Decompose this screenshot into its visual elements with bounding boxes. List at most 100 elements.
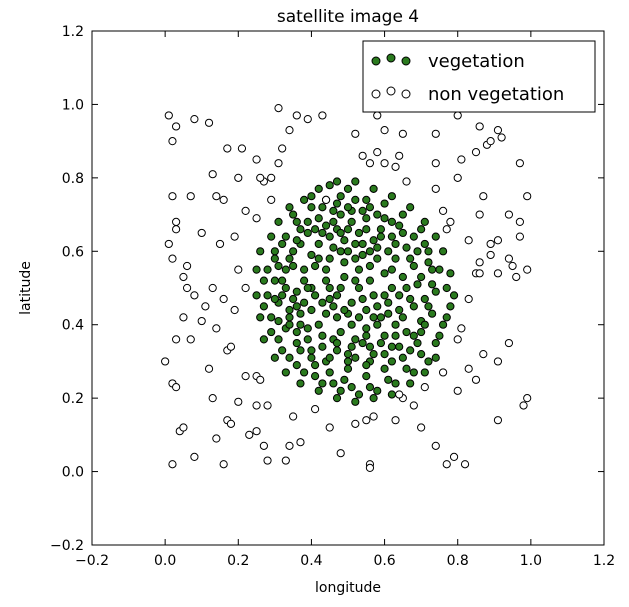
- vegetation-point: [336, 283, 345, 293]
- non-vegetation-point: [278, 144, 287, 153]
- non-vegetation-point: [475, 210, 484, 219]
- vegetation-point: [252, 265, 261, 274]
- non-vegetation-point: [252, 401, 261, 410]
- vegetation-point: [285, 203, 294, 212]
- vegetation-point: [336, 247, 345, 256]
- vegetation-point: [391, 239, 400, 249]
- non-vegetation-point: [464, 294, 473, 304]
- non-vegetation-point: [504, 210, 514, 219]
- non-vegetation-point: [226, 342, 236, 351]
- vegetation-point: [314, 254, 323, 263]
- x-tick-label: 0.2: [227, 553, 249, 569]
- vegetation-point: [369, 349, 378, 359]
- non-vegetation-point: [267, 173, 276, 182]
- vegetation-point: [351, 254, 360, 263]
- vegetation-point: [329, 302, 338, 311]
- vegetation-point: [270, 254, 279, 263]
- non-vegetation-point: [457, 155, 466, 164]
- vegetation-point: [395, 342, 404, 351]
- non-vegetation-point: [186, 335, 195, 344]
- vegetation-point: [376, 232, 386, 241]
- non-vegetation-point: [504, 338, 514, 348]
- vegetation-point: [307, 192, 316, 201]
- legend-entry-vegetation: vegetation: [371, 51, 525, 72]
- vegetation-point: [321, 276, 331, 285]
- vegetation-point: [336, 327, 345, 337]
- vegetation-point: [431, 338, 440, 348]
- vegetation-point: [431, 353, 440, 362]
- non-vegetation-point: [292, 111, 301, 120]
- vegetation-point: [398, 228, 407, 238]
- non-vegetation-point: [442, 225, 451, 234]
- non-vegetation-point: [204, 118, 214, 127]
- non-vegetation-point: [431, 441, 440, 450]
- vegetation-point: [380, 331, 389, 340]
- vegetation-point: [398, 353, 407, 362]
- non-vegetation-point: [226, 419, 236, 428]
- non-vegetation-point: [215, 239, 225, 249]
- vegetation-point: [289, 294, 298, 304]
- non-vegetation-point: [219, 460, 228, 469]
- vegetation-point: [354, 390, 364, 399]
- vegetation-point: [395, 291, 404, 300]
- vegetation-point: [362, 372, 371, 381]
- vegetation-point: [420, 217, 429, 227]
- vegetation-point: [310, 225, 320, 234]
- y-tick-label: 0.8: [62, 171, 84, 187]
- vegetation-point: [325, 283, 334, 293]
- vegetation-point: [409, 368, 418, 377]
- non-vegetation-point: [252, 155, 261, 164]
- non-vegetation-point: [252, 427, 261, 436]
- vegetation-point: [365, 383, 375, 392]
- y-tick-label: −0.2: [50, 538, 84, 554]
- vegetation-point: [387, 342, 396, 351]
- vegetation-point: [365, 276, 375, 285]
- vegetation-point: [417, 349, 426, 359]
- vegetation-point: [409, 302, 418, 311]
- vegetation-point: [259, 276, 268, 285]
- vegetation-point: [310, 372, 320, 381]
- non-vegetation-point: [212, 324, 221, 333]
- non-vegetation-point: [351, 419, 360, 428]
- vegetation-point: [373, 320, 382, 329]
- non-vegetation-point: [208, 394, 217, 403]
- non-vegetation-point: [190, 291, 199, 300]
- non-vegetation-point: [172, 225, 181, 234]
- non-vegetation-point: [263, 456, 272, 465]
- non-vegetation-point: [471, 375, 481, 384]
- non-vegetation-point: [245, 430, 254, 439]
- non-vegetation-point: [321, 195, 331, 204]
- x-tick-label: 0.6: [373, 553, 395, 569]
- legend-marker-vegetation: [386, 53, 396, 63]
- vegetation-point: [358, 239, 367, 249]
- non-vegetation-point: [172, 122, 181, 131]
- non-vegetation-point: [289, 412, 298, 421]
- vegetation-point: [325, 181, 334, 190]
- vegetation-point: [424, 357, 433, 366]
- non-vegetation-point: [212, 434, 221, 443]
- vegetation-point: [303, 217, 312, 227]
- vegetation-point: [354, 283, 364, 293]
- vegetation-point: [314, 214, 323, 223]
- vegetation-point: [336, 386, 345, 395]
- vegetation-point: [296, 346, 305, 355]
- vegetation-point: [259, 335, 268, 344]
- vegetation-point: [362, 324, 371, 333]
- non-vegetation-point: [186, 192, 195, 201]
- x-tick-label: 1.0: [520, 553, 542, 569]
- vegetation-point: [307, 305, 316, 315]
- non-vegetation-point: [234, 173, 243, 182]
- non-vegetation-point: [336, 449, 345, 458]
- vegetation-point: [406, 294, 415, 304]
- non-vegetation-point: [285, 441, 294, 450]
- non-vegetation-point: [409, 401, 418, 410]
- non-vegetation-point: [190, 452, 199, 461]
- non-vegetation-point: [380, 126, 389, 135]
- vegetation-point: [343, 357, 353, 366]
- non-vegetation-point: [475, 269, 484, 278]
- vegetation-point: [314, 386, 323, 395]
- non-vegetation-point: [442, 460, 451, 469]
- vegetation-point: [274, 217, 283, 227]
- non-vegetation-point: [508, 261, 517, 271]
- vegetation-point: [398, 272, 407, 282]
